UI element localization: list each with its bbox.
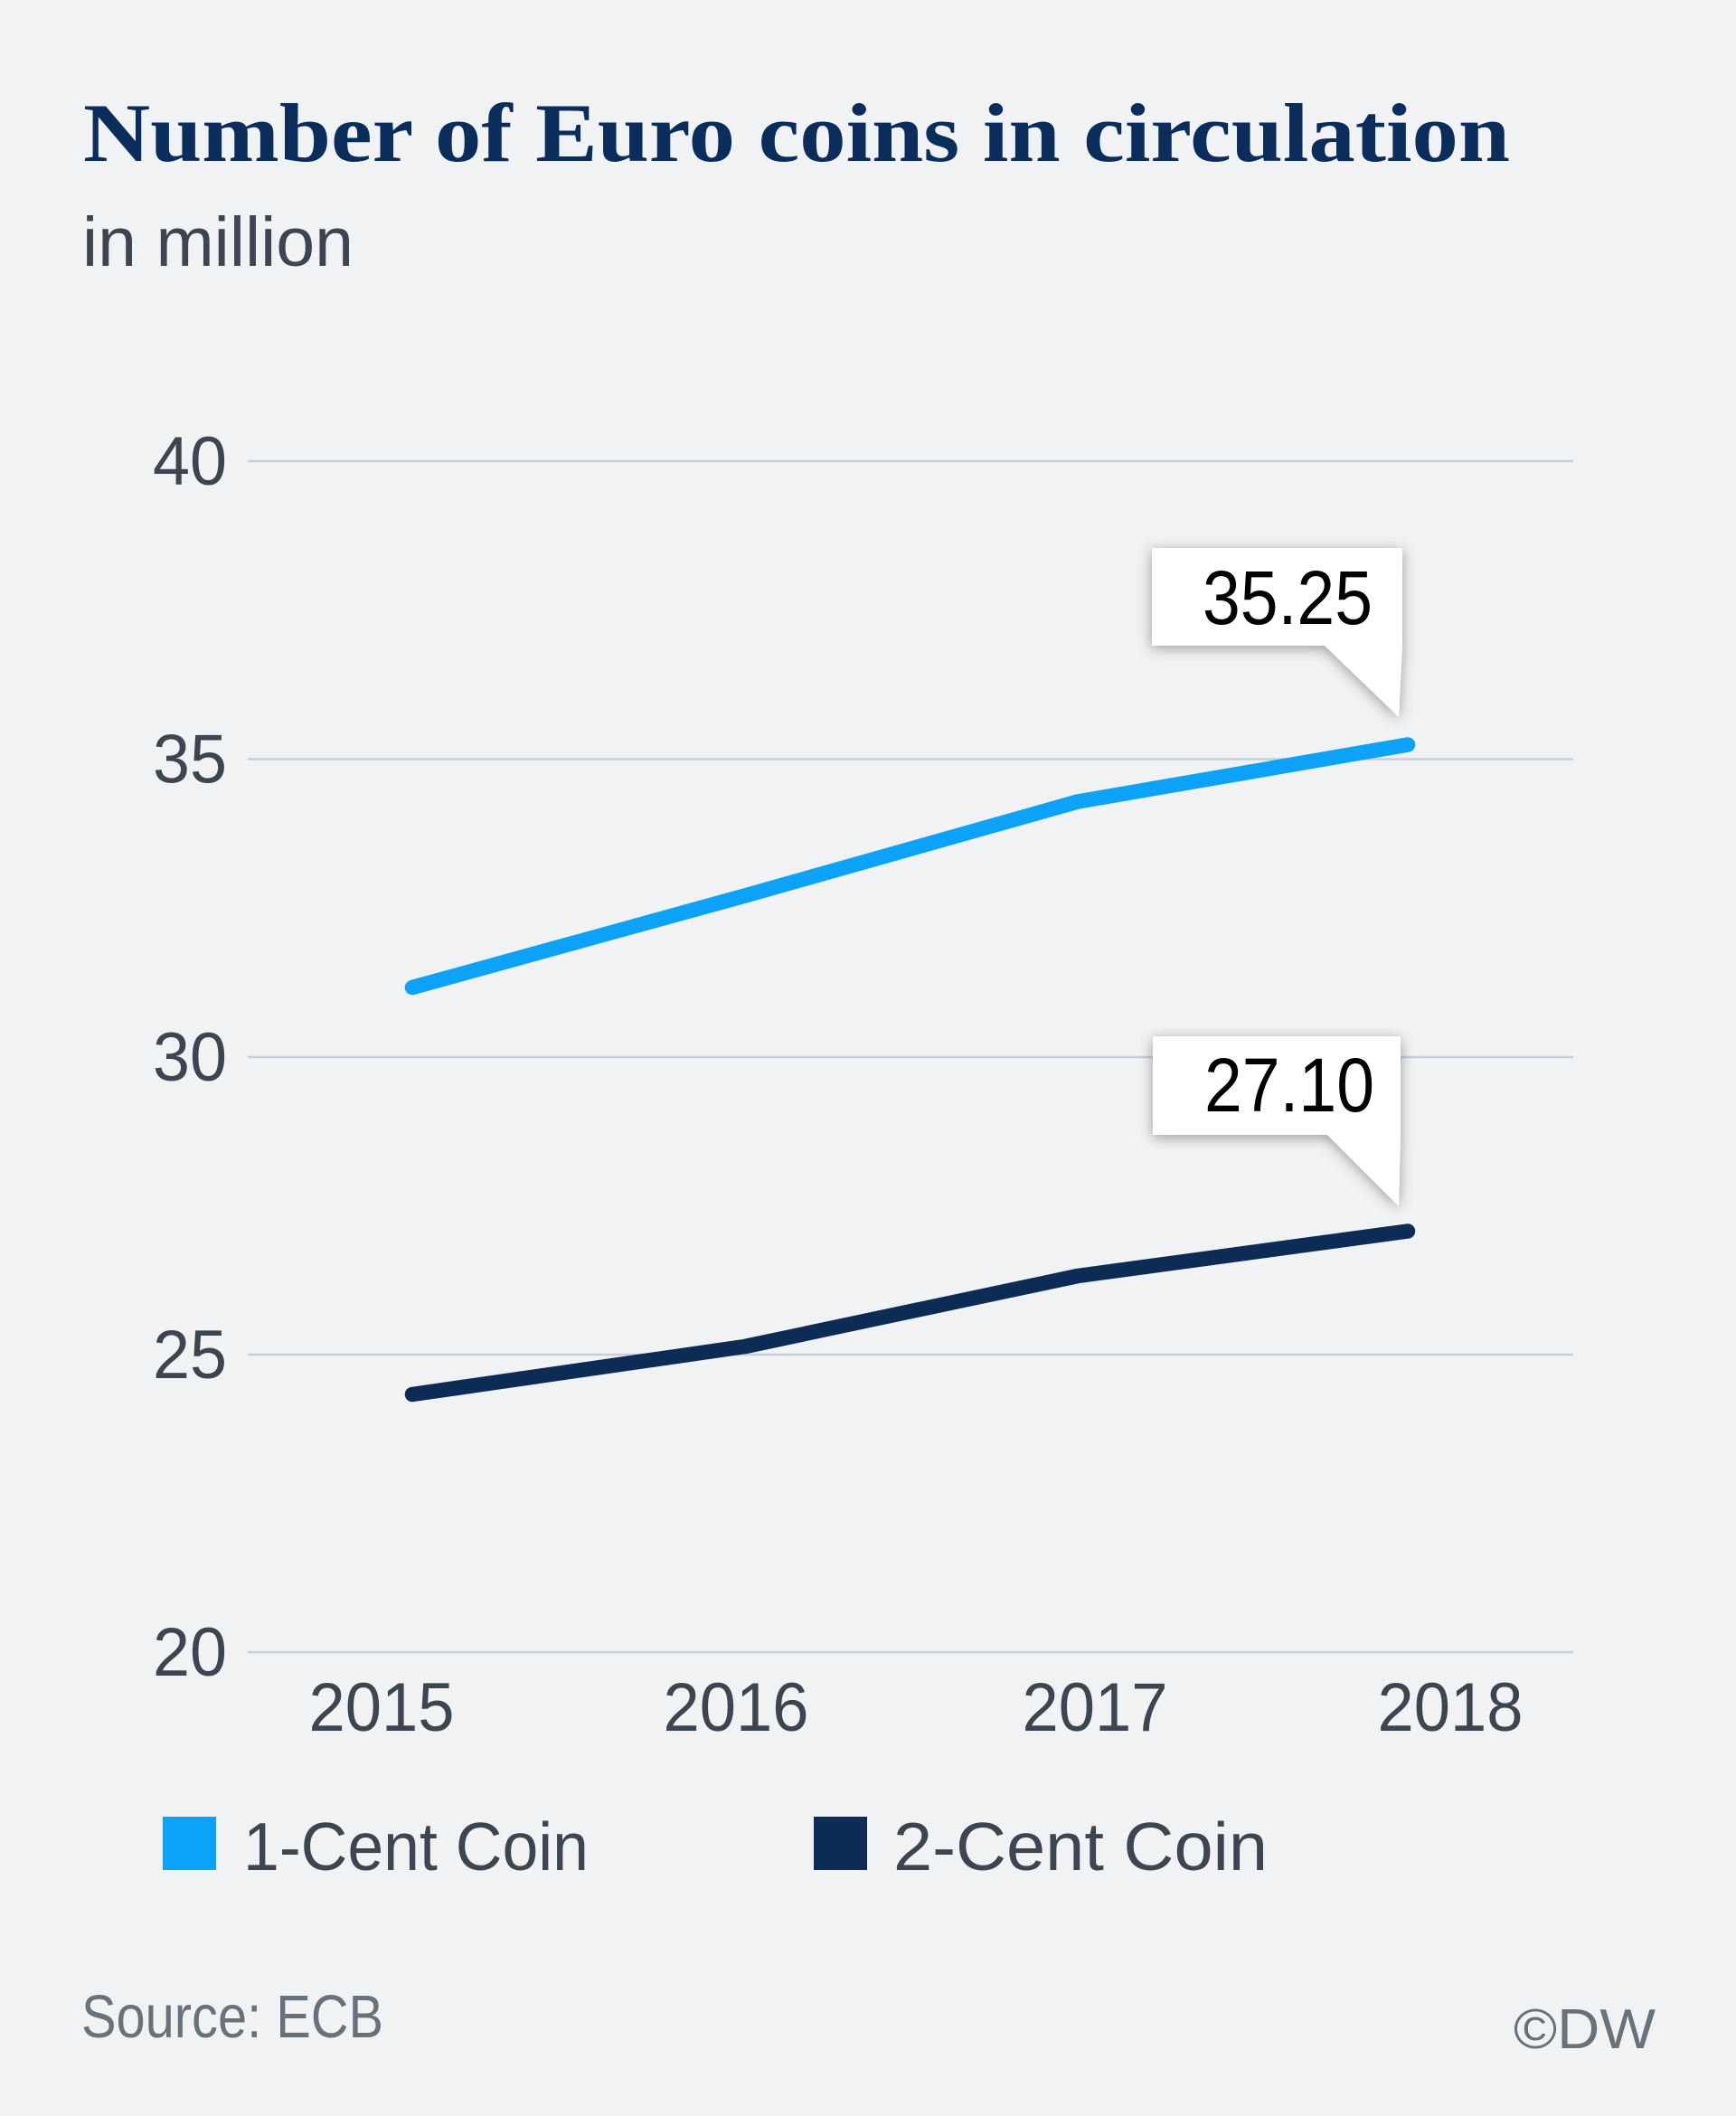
- svg-text:2017: 2017: [1023, 1669, 1168, 1746]
- svg-text:©DW: ©DW: [1514, 1998, 1656, 2061]
- svg-text:30: 30: [153, 1019, 227, 1096]
- svg-text:in million: in million: [82, 203, 354, 281]
- svg-text:2-Cent Coin: 2-Cent Coin: [893, 1809, 1268, 1885]
- svg-text:Source: ECB: Source: ECB: [81, 1983, 383, 2051]
- svg-text:2018: 2018: [1378, 1669, 1524, 1746]
- svg-text:20: 20: [153, 1614, 227, 1691]
- svg-text:Number of Euro coins in circul: Number of Euro coins in circulation: [83, 87, 1510, 179]
- svg-text:2016: 2016: [664, 1669, 809, 1746]
- svg-text:2015: 2015: [309, 1669, 455, 1746]
- svg-text:1-Cent Coin: 1-Cent Coin: [243, 1809, 589, 1885]
- svg-text:35.25: 35.25: [1203, 555, 1373, 640]
- svg-text:25: 25: [153, 1317, 227, 1393]
- svg-text:35: 35: [153, 722, 227, 798]
- svg-text:27.10: 27.10: [1204, 1043, 1374, 1128]
- svg-text:40: 40: [153, 423, 227, 500]
